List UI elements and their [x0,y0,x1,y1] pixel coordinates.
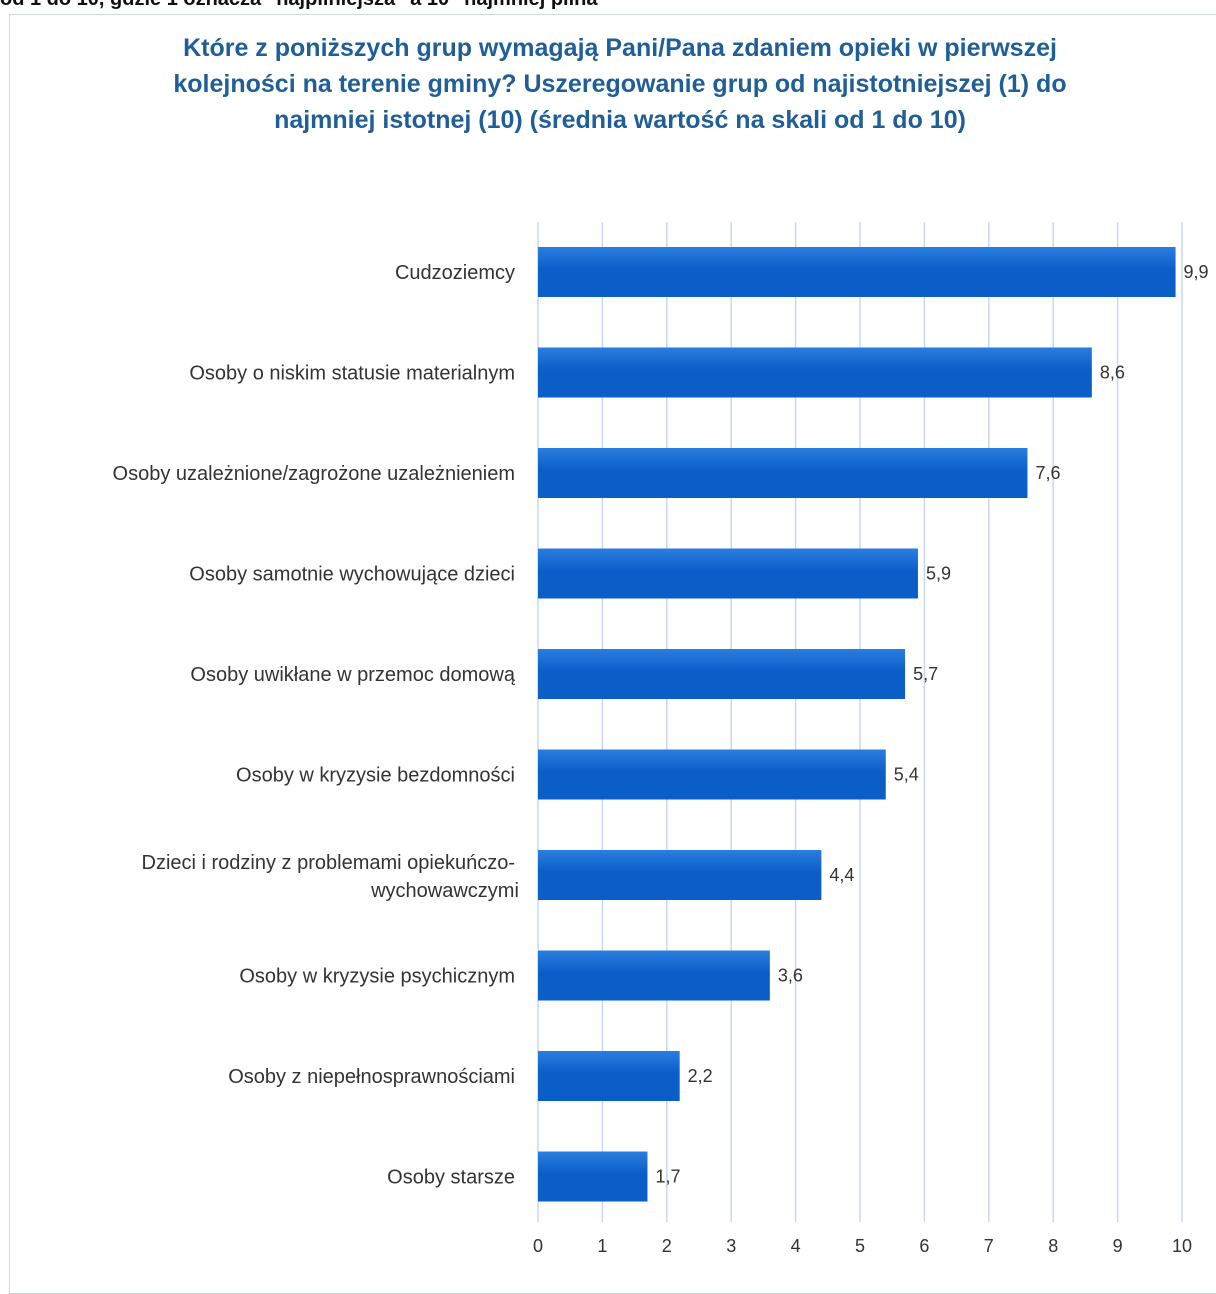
value-label: 3,6 [778,966,803,986]
category-label: Osoby uwikłane w przemoc domową [190,664,515,686]
value-label: 5,4 [894,765,919,785]
value-label: 2,2 [688,1066,713,1086]
x-tick-label: 6 [919,1236,929,1256]
x-tick-label: 1 [597,1236,607,1256]
value-label: 5,9 [926,564,951,584]
category-label: Osoby starsze [387,1167,515,1189]
bar [538,247,1176,297]
bars [538,247,1176,1202]
value-label: 7,6 [1035,463,1060,483]
bar [538,347,1092,398]
bar [538,1151,648,1202]
x-tick-label: 8 [1048,1236,1058,1256]
x-tick-label: 4 [791,1236,801,1256]
x-tick-label: 0 [533,1236,543,1256]
value-label: 1,7 [655,1167,680,1187]
bar [538,448,1028,498]
x-tick-label: 2 [662,1236,672,1256]
bar [538,950,770,1001]
bar [538,1051,680,1101]
bar [538,749,886,800]
figure-caption: od 1 do 10, gdzie 1 oznacza "najpilniejs… [0,0,1216,11]
x-tick-label: 9 [1113,1236,1123,1256]
bar [538,850,822,900]
x-tick-label: 3 [726,1236,736,1256]
value-label: 9,9 [1184,262,1209,282]
value-label: 8,6 [1100,363,1125,383]
category-label: Cudzoziemcy [395,262,515,284]
x-tick-label: 5 [855,1236,865,1256]
bar [538,649,906,699]
bar [538,548,918,599]
category-label: Osoby samotnie wychowujące dzieci [189,564,515,586]
category-label: Osoby z niepełnosprawnościami [228,1066,515,1088]
category-label: Osoby uzależnione/zagrożone uzależnienie… [113,463,515,485]
value-label: 4,4 [829,865,854,885]
category-label: Osoby w kryzysie bezdomności [236,765,515,787]
labels: 0 1 2 3 4 5 6 7 8 9 10 9,9 Cudzoziemcy 8,6 Osoby o nis… [113,262,1209,1256]
category-label: Dzieci i rodziny z problemami opiekuńczo… [142,852,519,902]
chart-title: Które z poniższych grup wymagają Pani/Pa… [173,34,1067,134]
x-tick-label: 10 [1172,1236,1192,1256]
value-label: 5,7 [913,664,938,684]
category-label: Osoby o niskim statusie materialnym [189,363,515,385]
category-label: Osoby w kryzysie psychicznym [239,966,515,988]
x-tick-label: 7 [984,1236,994,1256]
